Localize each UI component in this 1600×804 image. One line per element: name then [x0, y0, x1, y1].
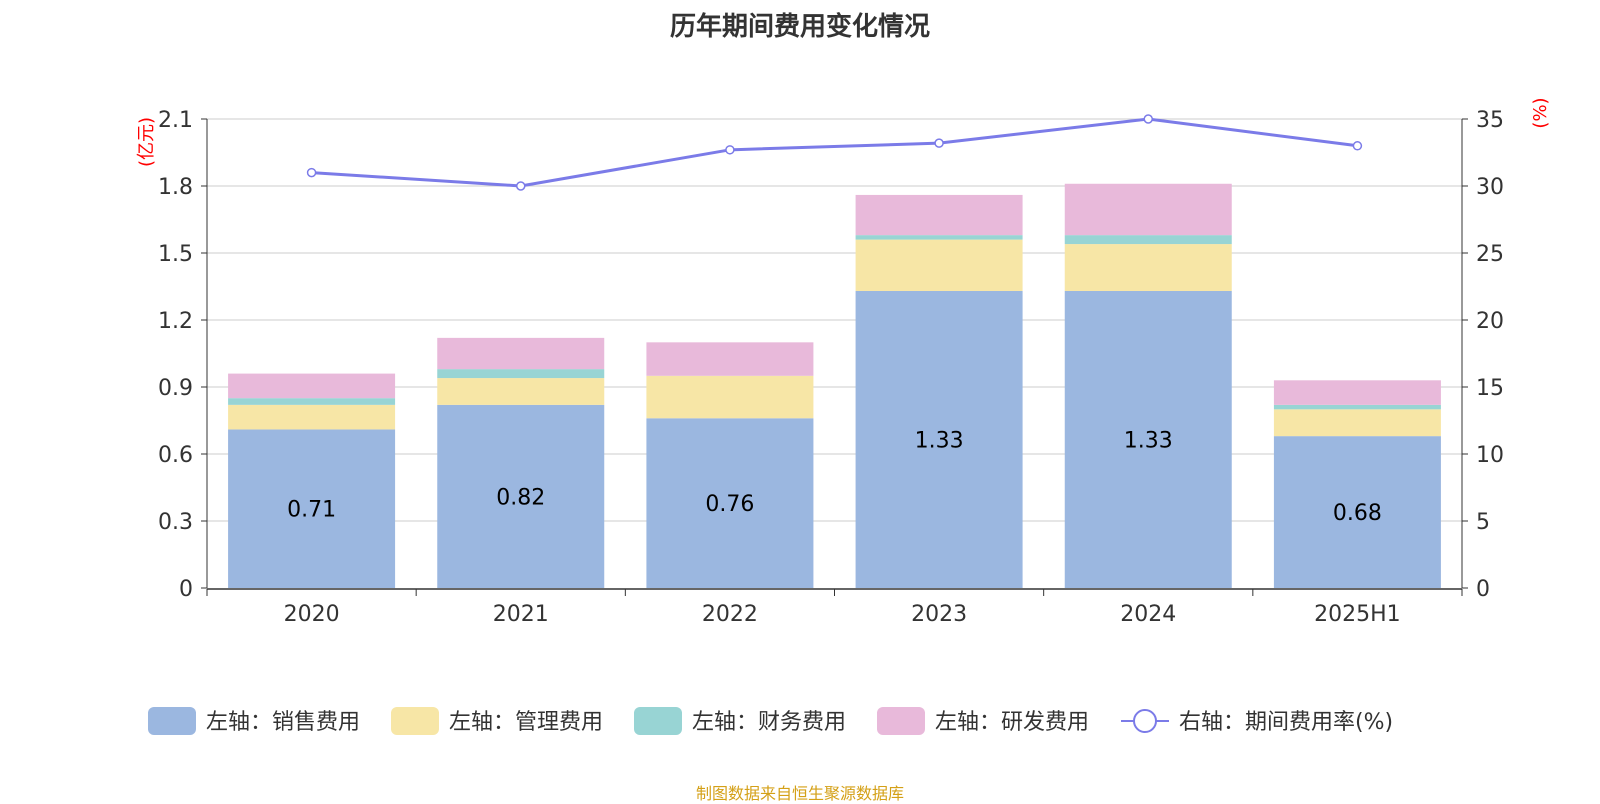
legend-swatch: [877, 707, 925, 735]
x-tick-label: 2023: [911, 602, 967, 627]
bar-series-group: [228, 183, 1441, 588]
grid-lines: [207, 118, 1462, 522]
right-tick-label: 0: [1476, 577, 1490, 602]
line-series-group: [306, 114, 1363, 191]
line-point: [725, 145, 735, 155]
bar-data-label: 0.71: [287, 498, 336, 523]
legend-label: 右轴：期间费用率(%): [1179, 710, 1393, 735]
bar-segment: [228, 404, 396, 430]
bar-segment: [1064, 290, 1232, 588]
line-point: [1143, 114, 1153, 124]
line-point: [934, 138, 944, 148]
x-tick-label: 2024: [1120, 602, 1176, 627]
legend-swatch: [391, 707, 439, 735]
bar-data-label: 0.76: [705, 492, 754, 517]
bar-segment: [437, 404, 605, 588]
left-axis-unit-label: (亿元): [136, 117, 157, 167]
legend-swatch: [148, 707, 196, 735]
left-tick-label: 1.2: [158, 309, 193, 334]
bar-data-label: 1.33: [1124, 428, 1173, 453]
bar-segment: [228, 398, 396, 405]
left-tick-label: 0.9: [158, 376, 193, 401]
bar-segment: [646, 342, 814, 376]
bar-segment: [646, 375, 814, 419]
right-tick-label: 20: [1476, 309, 1504, 334]
line-point: [1352, 141, 1363, 151]
right-tick-label: 5: [1476, 510, 1490, 535]
bar-segment: [1064, 244, 1232, 291]
bar-segment: [228, 429, 396, 588]
bar-segment: [437, 369, 605, 379]
right-tick-label: 30: [1476, 175, 1504, 200]
x-tick-label: 2022: [702, 602, 758, 627]
bar-segment: [1064, 235, 1232, 245]
bar-segment: [437, 378, 605, 405]
left-tick-label: 1.5: [158, 242, 193, 267]
left-tick-label: 0.6: [158, 443, 193, 468]
bar-segment: [1273, 409, 1441, 437]
legend-label: 左轴：销售费用: [206, 710, 360, 735]
right-tick-label: 15: [1476, 376, 1504, 401]
bar-segment: [228, 373, 396, 399]
right-axis-unit-label: (%): [1530, 97, 1551, 128]
bar-data-label: 1.33: [915, 428, 964, 453]
legend: 左轴：销售费用 左轴：管理费用 左轴：财务费用 左轴：研发费用 右轴：期间费用率(%): [148, 707, 1393, 735]
axes-group: 0 0.3 0.6 0.9 1.2 1.5 1.8 2.1 0 5 10 15 20 25 30 35 (亿元)…: [136, 97, 1551, 627]
bar-segment: [855, 290, 1023, 588]
bar-segment: [1273, 404, 1441, 410]
bar-segment: [855, 239, 1023, 291]
legend-swatch: [634, 707, 682, 735]
x-tick-label: 2020: [284, 602, 340, 627]
right-tick-label: 25: [1476, 242, 1504, 267]
bar-segment: [855, 235, 1023, 240]
x-tick-label: 2025H1: [1314, 602, 1401, 627]
legend-label: 左轴：管理费用: [449, 710, 603, 735]
bar-data-label: 0.68: [1333, 501, 1382, 526]
legend-label: 左轴：研发费用: [935, 710, 1089, 735]
bar-segment: [855, 194, 1023, 236]
line-series-path: [311, 117, 1358, 188]
left-tick-label: 1.8: [158, 175, 193, 200]
line-point: [516, 181, 526, 191]
bar-segment: [1273, 436, 1441, 588]
legend-label: 左轴：财务费用: [692, 710, 846, 735]
right-tick-label: 10: [1476, 443, 1504, 468]
bar-segment: [1064, 183, 1232, 236]
bar-segment: [1273, 380, 1441, 405]
left-tick-label: 0: [179, 577, 193, 602]
left-tick-label: 2.1: [158, 108, 193, 133]
bar-data-label: 0.82: [496, 485, 545, 510]
x-tick-label: 2021: [493, 602, 549, 627]
line-point: [306, 167, 317, 178]
right-tick-label: 35: [1476, 108, 1504, 133]
left-tick-label: 0.3: [158, 510, 193, 535]
chart-title: 历年期间费用变化情况: [669, 12, 930, 42]
legend-line-marker: [1133, 709, 1157, 733]
source-note: 制图数据来自恒生聚源数据库: [695, 784, 904, 803]
bar-segment: [646, 418, 814, 588]
bar-label-group: 0.71 0.82 0.76 1.33 1.33 0.68: [287, 428, 1382, 526]
bar-segment: [437, 337, 605, 370]
